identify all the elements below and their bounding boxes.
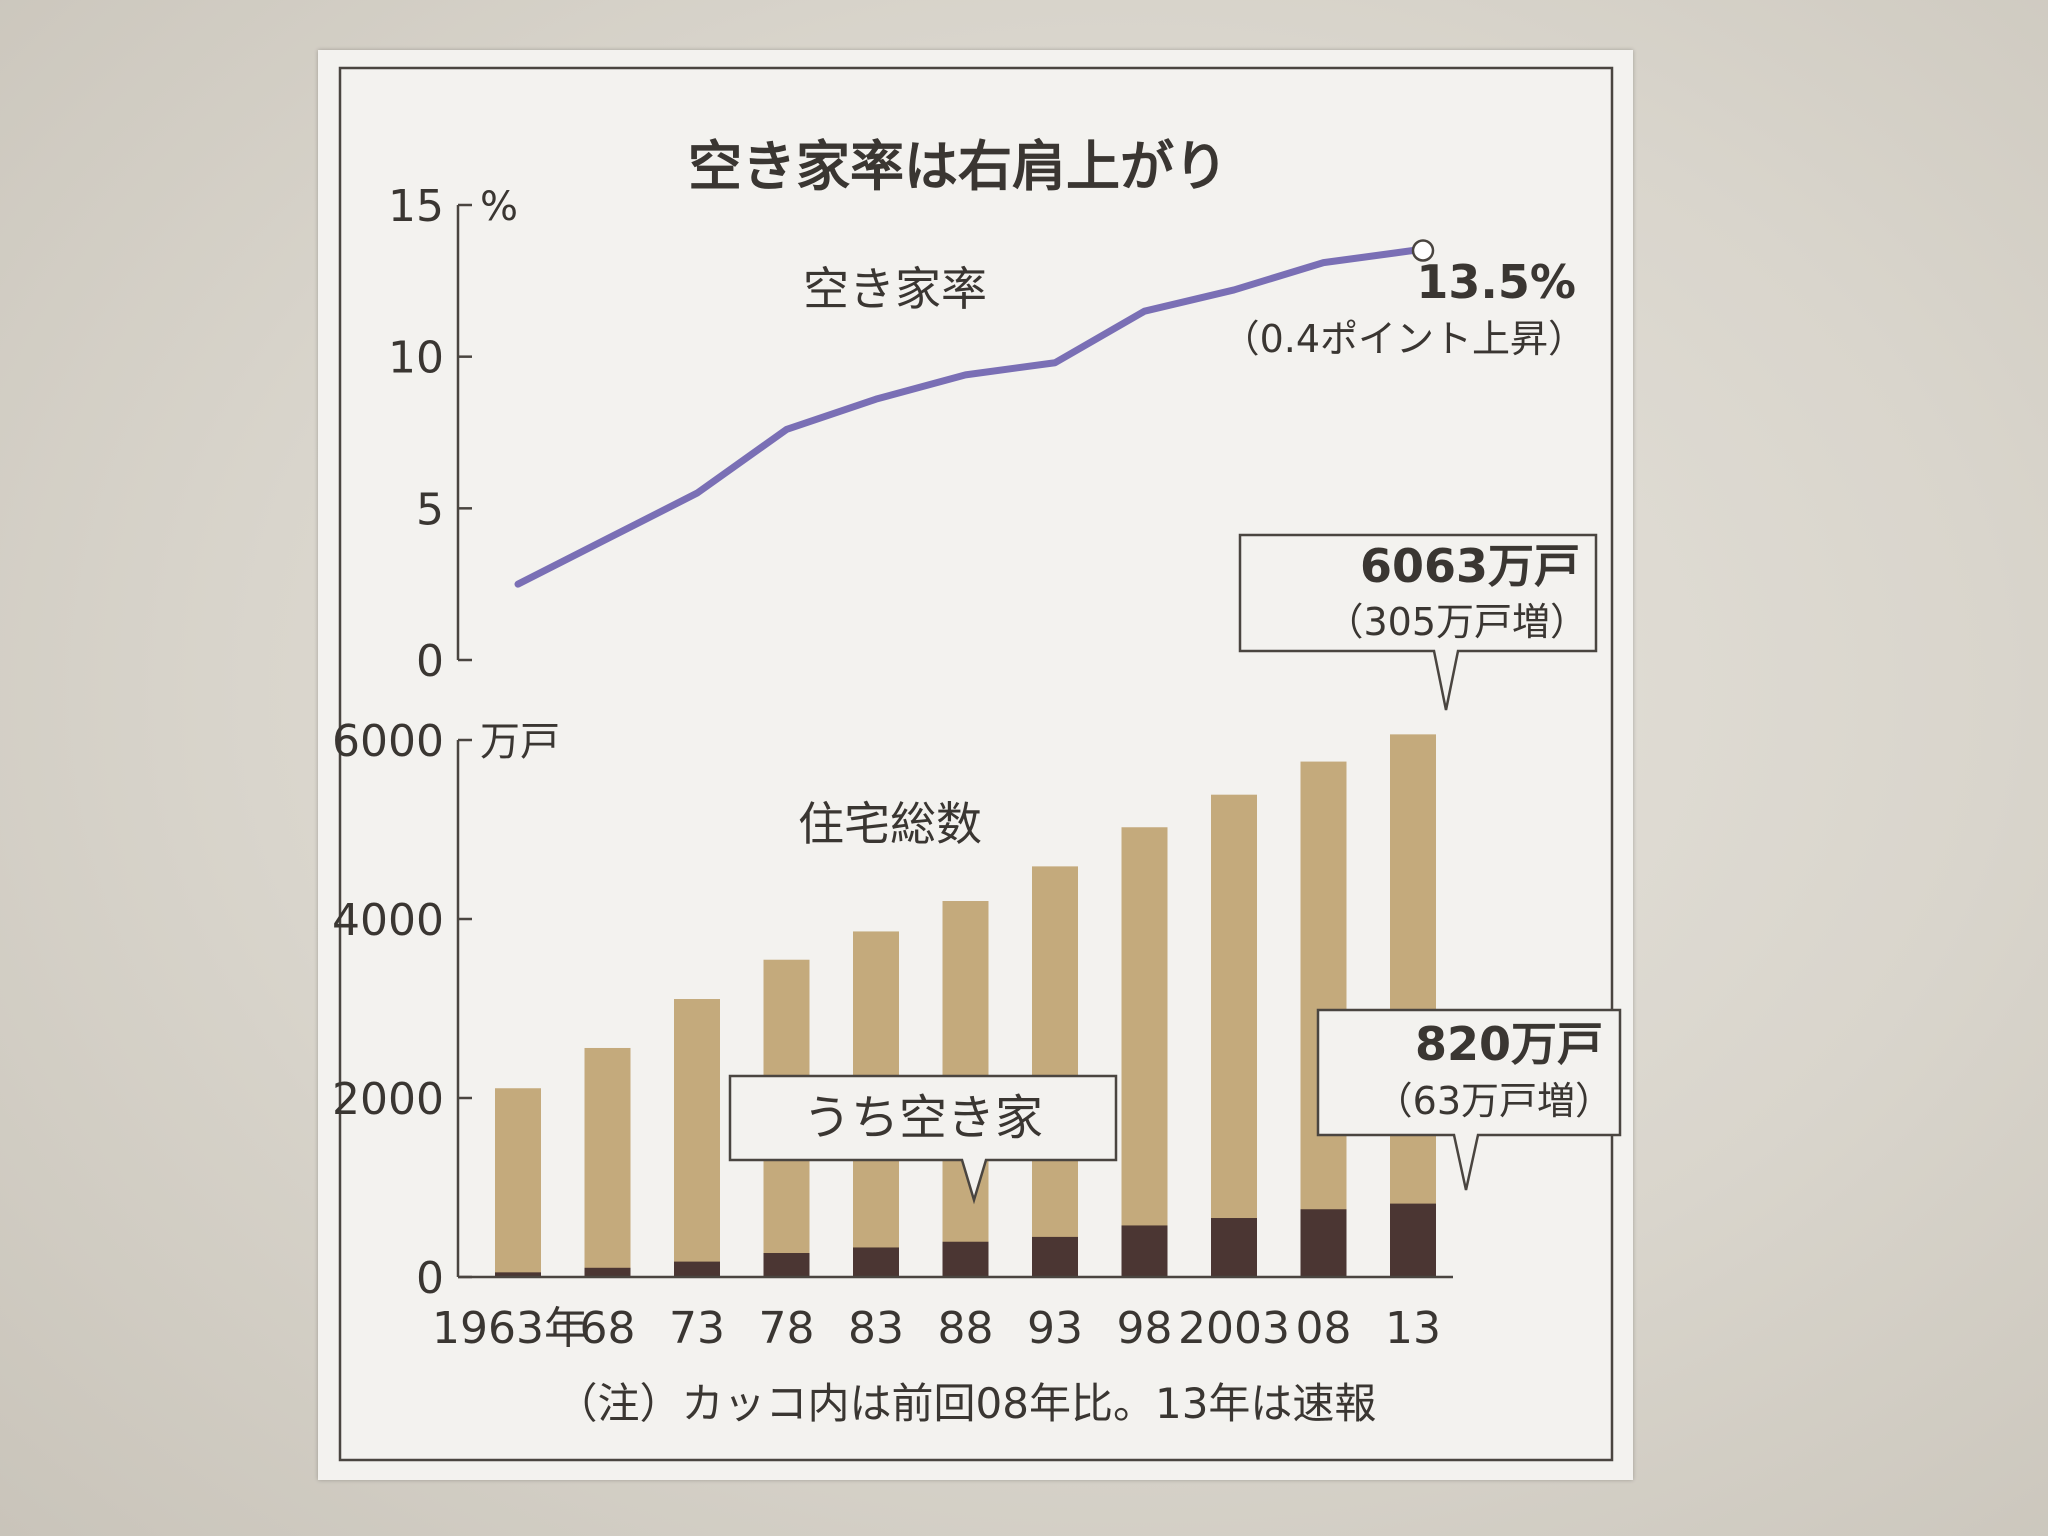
x-tick-label: 2003 <box>1178 1303 1290 1354</box>
vacant-total-callout: 820万戸 （63万戸増） <box>1316 1008 1622 1191</box>
x-tick-label: 73 <box>669 1303 725 1354</box>
x-tick-label: 93 <box>1027 1303 1083 1354</box>
bar-vacant <box>495 1272 541 1277</box>
bar-y-tick-label: 0 <box>416 1253 444 1304</box>
bars <box>495 734 1436 1277</box>
bar-y-tick-label: 6000 <box>332 716 444 767</box>
x-tick-label: 88 <box>938 1303 994 1354</box>
line-y-tick-label: 10 <box>388 333 444 384</box>
x-tick-label: 1963年 <box>432 1303 588 1354</box>
newspaper-clipping: 空き家率は右肩上がり 0 5 10 15 % 空き家率 13.5% （0.4ポイント上… <box>318 50 1633 1480</box>
bar-total <box>1032 866 1078 1277</box>
bar-vacant <box>1121 1225 1168 1277</box>
footnote: （注）カッコ内は前回08年比。13年は速報 <box>556 1379 1377 1428</box>
chart-canvas: 空き家率は右肩上がり 0 5 10 15 % 空き家率 13.5% （0.4ポイント上… <box>332 66 1622 1462</box>
bar-y-tick-label: 4000 <box>332 895 444 946</box>
chart-title: 空き家率は右肩上がり <box>688 135 1228 198</box>
bar-vacant <box>1390 1203 1436 1277</box>
bar-vacant <box>584 1267 631 1277</box>
bar-total <box>495 1088 541 1277</box>
vacant-total-callout-box <box>1316 1008 1622 1191</box>
bar-total <box>1121 827 1168 1277</box>
bar-vacant <box>674 1261 720 1277</box>
vacancy-rate-end-marker <box>1411 239 1435 262</box>
vacant-series-label: うち空き家 <box>803 1090 1043 1146</box>
x-tick-label: 78 <box>759 1303 815 1354</box>
x-tick-label: 98 <box>1117 1303 1173 1354</box>
total-annotation-note: （305万戸増） <box>1325 600 1588 644</box>
x-tick-label: 13 <box>1385 1303 1441 1354</box>
x-tick-label: 68 <box>580 1303 636 1354</box>
bar-vacant <box>853 1247 899 1277</box>
x-tick-label: 83 <box>848 1303 904 1354</box>
rate-annotation-value: 13.5% <box>1416 255 1576 309</box>
bar-total <box>1390 734 1436 1277</box>
x-tick-label: 08 <box>1296 1303 1352 1354</box>
total-annotation-value: 6063万戸 <box>1360 539 1580 593</box>
chart-frame <box>338 66 1614 1462</box>
line-series-label: 空き家率 <box>803 262 987 316</box>
bar-y-tick-label: 2000 <box>332 1074 444 1125</box>
bar-vacant <box>1032 1236 1078 1277</box>
vacant-annotation-value: 820万戸 <box>1415 1017 1603 1071</box>
bar-vacant <box>1300 1209 1347 1277</box>
bar-total <box>1211 794 1257 1277</box>
bar-vacant <box>942 1241 989 1277</box>
bar-vacant <box>763 1253 810 1277</box>
bar-total <box>584 1047 631 1277</box>
vacancy-rate-line <box>514 247 1417 588</box>
vacancy-rate-line-chart: 0 5 10 15 % 空き家率 13.5% （0.4ポイント上昇） <box>388 181 1586 687</box>
total-callout: 6063万戸 （305万戸増） <box>1238 533 1598 711</box>
bar-vacant <box>1211 1218 1257 1277</box>
vacant-callout: うち空き家 <box>728 1074 1118 1205</box>
total-callout-box <box>1238 533 1598 711</box>
line-y-tick-label: 0 <box>416 636 444 687</box>
line-y-tick-label: 15 <box>388 181 444 232</box>
vacant-callout-box <box>728 1074 1118 1205</box>
bar-total <box>674 999 720 1277</box>
bar-y-ticks: 0 2000 4000 6000 <box>332 716 472 1304</box>
line-y-unit: % <box>480 184 518 230</box>
line-y-tick-label: 5 <box>416 484 444 535</box>
bar-y-unit: 万戸 <box>480 719 560 765</box>
rate-annotation-note: （0.4ポイント上昇） <box>1222 317 1586 361</box>
line-y-ticks: 0 5 10 15 <box>388 181 472 687</box>
total-series-label: 住宅総数 <box>798 797 982 851</box>
vacant-annotation-note: （63万戸増） <box>1375 1079 1613 1123</box>
